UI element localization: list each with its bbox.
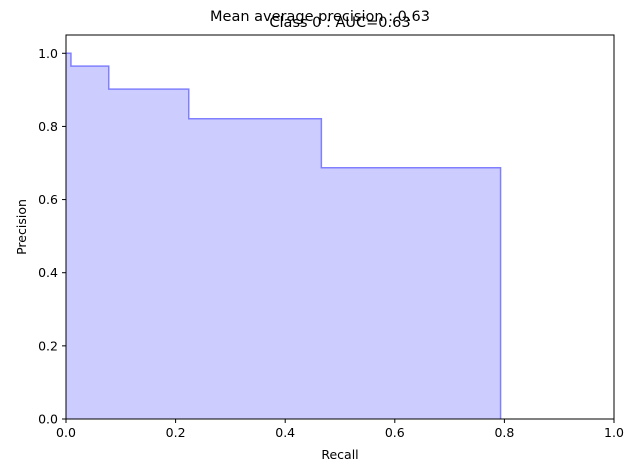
figure-suptitle: Mean average precision : 0.63 [210, 9, 430, 25]
y-tick-label: 0.8 [38, 119, 58, 134]
y-tick-label: 0.6 [38, 192, 58, 207]
x-tick-label: 0.4 [275, 425, 295, 440]
pr-area-fill-0 [66, 53, 501, 419]
plot-area [66, 52, 502, 419]
x-tick-label: 0.6 [385, 425, 405, 440]
x-tick-label: 1.0 [604, 425, 624, 440]
x-tick-label: 0.8 [494, 425, 514, 440]
y-tick-label: 0.4 [38, 265, 58, 280]
y-axis-label: Precision [14, 199, 29, 255]
chart-title: Class 0 : AUC=0.63 [269, 15, 410, 31]
pr-step-line-0 [66, 52, 502, 419]
y-tick-label: 0.2 [38, 338, 58, 353]
x-axis-label: Recall [321, 447, 358, 462]
y-axis: 0.0 0.2 0.4 0.6 0.8 1.0 [38, 46, 66, 427]
y-tick-label: 0.0 [38, 412, 58, 427]
x-tick-label: 0.0 [56, 425, 76, 440]
y-tick-label: 1.0 [38, 46, 58, 61]
x-axis: 0.0 0.2 0.4 0.6 0.8 1.0 [56, 419, 624, 440]
x-tick-label: 0.2 [166, 425, 186, 440]
axes-frame [65, 34, 615, 420]
